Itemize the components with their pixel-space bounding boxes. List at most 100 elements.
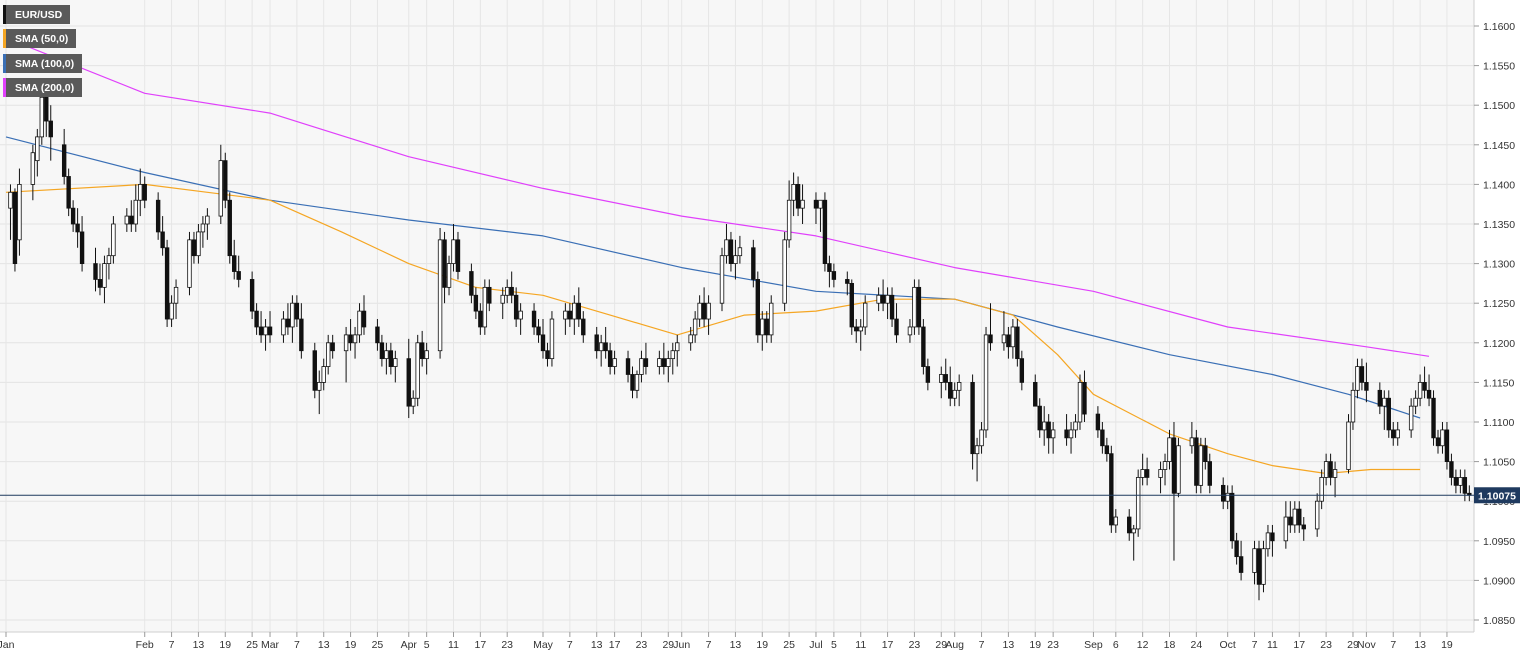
candle-bullish (1010, 326, 1016, 348)
candle-bearish (531, 310, 537, 328)
candle-bullish (446, 263, 452, 288)
candle-bullish (200, 223, 206, 233)
candle-bearish (755, 279, 760, 336)
legend-label: SMA (200,0) (15, 81, 75, 94)
y-tick-label: 1.1450 (1483, 140, 1515, 152)
x-tick-label: 12 (1137, 639, 1149, 651)
candle-bearish (603, 342, 608, 352)
candle-bullish (1140, 469, 1145, 478)
candle-bearish (1359, 366, 1365, 383)
candle-bullish (1162, 461, 1168, 470)
candle-bullish (424, 350, 429, 360)
y-tick-label: 1.1400 (1483, 179, 1515, 191)
candle-bearish (576, 302, 581, 320)
candle-bullish (205, 215, 210, 225)
x-tick-label: 23 (1320, 639, 1332, 651)
candle-bullish (133, 199, 138, 225)
candle-bearish (764, 318, 769, 336)
candle-bullish (281, 318, 286, 336)
candle-bearish (1431, 397, 1436, 439)
sma-50-line (5, 183, 1421, 475)
candle-bearish (854, 326, 859, 332)
candle-bearish (1171, 437, 1177, 494)
candle-bullish (786, 199, 792, 241)
candle-bearish (375, 326, 380, 344)
candle-bullish (1323, 461, 1329, 478)
legend-item-price: EUR/USD (3, 5, 71, 24)
candle-bearish (1238, 556, 1244, 573)
candle-bearish (1328, 461, 1333, 478)
candle-bearish (227, 199, 232, 257)
candle-bearish (643, 358, 649, 367)
x-tick-label: 17 (609, 639, 621, 651)
candle-bearish (845, 279, 850, 284)
candle-bullish (1252, 548, 1257, 573)
candle-bearish (540, 334, 546, 352)
y-tick-label: 1.1600 (1483, 21, 1515, 33)
candle-bearish (948, 381, 953, 399)
candle-bearish (545, 350, 550, 360)
candle-bullish (1113, 516, 1118, 526)
candle-bullish (818, 199, 823, 209)
x-tick-label: 6 (1113, 639, 1119, 651)
candle-bearish (66, 176, 71, 209)
candle-bullish (733, 255, 738, 264)
candle-bullish (598, 342, 604, 352)
x-tick-label: 17 (882, 639, 894, 651)
legend-label: SMA (100,0) (15, 57, 75, 70)
candle-bearish (469, 271, 474, 296)
candle-bearish (267, 326, 273, 336)
candle-bullish (939, 374, 944, 383)
candle-bearish (1229, 492, 1235, 542)
x-tick-label: 19 (1441, 639, 1453, 651)
candle-bearish (943, 374, 948, 383)
candle-bullish (1158, 469, 1163, 478)
candle-bearish (880, 294, 886, 304)
candle-bearish (388, 350, 394, 367)
candle-bearish (249, 279, 255, 312)
candle-bullish (1350, 389, 1356, 423)
x-tick-label: Nov (1357, 639, 1376, 651)
x-tick-label: 19 (219, 639, 231, 651)
x-tick-label: 11 (1267, 639, 1278, 651)
y-tick-label: 1.1500 (1483, 100, 1515, 112)
candle-bullish (39, 96, 44, 138)
candle-bearish (1449, 461, 1454, 478)
candle-bearish (1426, 389, 1432, 399)
x-tick-label: 7 (567, 639, 573, 651)
candle-bullish (769, 302, 774, 336)
candle-bearish (1064, 429, 1069, 439)
candle-bullish (724, 239, 729, 257)
candle-bearish (75, 223, 80, 233)
candle-bearish (916, 286, 922, 328)
candle-bullish (666, 358, 671, 367)
y-tick-label: 1.1350 (1483, 219, 1515, 231)
candle-bearish (254, 310, 259, 328)
x-tick-label: 7 (706, 639, 712, 651)
candle-bullish (124, 215, 130, 225)
candle-bearish (1462, 477, 1468, 494)
candle-bullish (863, 302, 868, 328)
candle-bullish (30, 152, 36, 185)
y-tick-label: 1.1150 (1483, 377, 1514, 389)
x-tick-label: 23 (1047, 639, 1059, 651)
candle-bullish (1050, 429, 1056, 439)
plot-background (0, 0, 1474, 632)
candle-bullish (1176, 445, 1181, 494)
candle-bearish (1095, 413, 1101, 431)
candle-bullish (169, 302, 174, 320)
candle-bullish (1225, 492, 1230, 502)
candle-bullish (218, 160, 223, 217)
candle-bullish (106, 255, 112, 264)
y-tick-label: 1.0850 (1483, 615, 1515, 627)
x-tick-label: 13 (1003, 639, 1015, 651)
candle-bullish (912, 286, 917, 328)
candle-bearish (813, 199, 819, 209)
candle-bearish (822, 199, 828, 265)
candle-bullish (1135, 477, 1141, 530)
candle-bullish (657, 358, 662, 367)
x-tick-label: 24 (1191, 639, 1203, 651)
x-tick-label: Oct (1220, 639, 1236, 651)
candle-bearish (1391, 429, 1396, 439)
candle-bullish (1189, 437, 1195, 447)
